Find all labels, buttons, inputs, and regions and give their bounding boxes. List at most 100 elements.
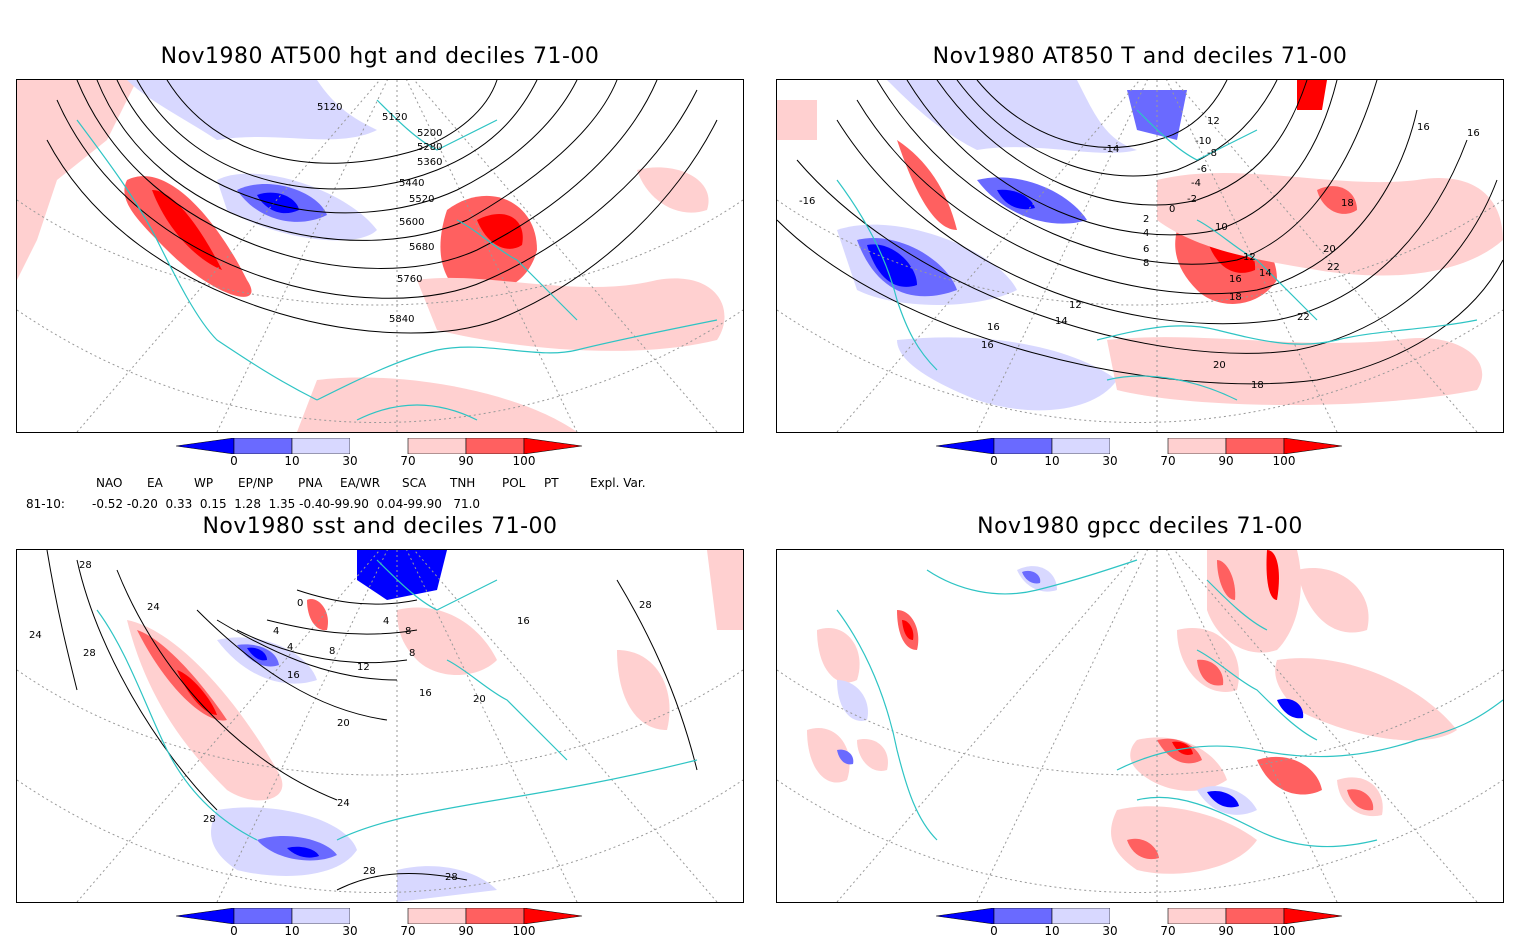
cbar-label: 90 <box>1218 924 1234 938</box>
index-header: WP <box>194 476 214 490</box>
sst-contours <box>46 550 698 891</box>
svg-text:5120: 5120 <box>317 102 342 113</box>
colorbar-hgt-svg <box>176 438 583 454</box>
colorbar-hgt: 0 10 30 70 90 100 <box>176 438 596 472</box>
svg-text:20: 20 <box>1213 360 1226 371</box>
svg-text:28: 28 <box>639 600 652 611</box>
contour-labels: 5120 5120 5200 5280 5360 5440 5520 5600 … <box>317 102 442 325</box>
svg-text:4: 4 <box>1143 228 1149 239</box>
svg-text:28: 28 <box>79 560 92 571</box>
cbar-label: 10 <box>1044 924 1060 938</box>
svg-text:2: 2 <box>1143 214 1149 225</box>
index-header: PNA <box>298 476 323 490</box>
panel-title-sst: Nov1980 sst and deciles 71-00 <box>202 514 558 539</box>
cbar-label: 90 <box>1218 454 1234 468</box>
cbar-label: 30 <box>342 924 358 938</box>
cbar-label: 10 <box>1044 454 1060 468</box>
temperature-contours <box>777 80 1503 385</box>
cbar-label: 10 <box>284 454 300 468</box>
colorbar-gpcc: 0 10 30 70 90 100 <box>936 908 1356 942</box>
cbar-label: 30 <box>1102 924 1118 938</box>
map-sst: 28 24 28 24 0 4 4 8 4 8 16 12 8 16 16 20… <box>16 549 744 903</box>
svg-text:16: 16 <box>1229 274 1242 285</box>
index-row-label: 81-10: <box>26 497 65 511</box>
coastlines <box>836 559 1503 848</box>
svg-text:5600: 5600 <box>399 217 424 228</box>
cbar-label: 10 <box>284 924 300 938</box>
svg-text:24: 24 <box>147 602 160 613</box>
index-header: PT <box>544 476 559 490</box>
svg-text:4: 4 <box>287 642 293 653</box>
cbar-label: 100 <box>512 454 536 468</box>
cbar-label: 0 <box>990 924 998 938</box>
svg-text:20: 20 <box>1323 244 1336 255</box>
svg-text:5760: 5760 <box>397 274 422 285</box>
svg-text:28: 28 <box>363 866 376 877</box>
svg-text:16: 16 <box>287 670 300 681</box>
svg-text:0: 0 <box>297 598 303 609</box>
map-gpcc <box>776 549 1504 903</box>
graticule <box>777 80 1503 432</box>
anomaly-fill <box>777 80 1503 411</box>
graticule <box>17 550 743 902</box>
svg-text:14: 14 <box>1259 268 1272 279</box>
map-hgt: 5120 5120 5200 5280 5360 5440 5520 5600 … <box>16 79 744 433</box>
map-t850-canvas: 16 -16 16 12 -10 -8 -6 -4 -2 0 -14 2 4 6… <box>777 80 1503 432</box>
svg-text:-4: -4 <box>1191 178 1201 189</box>
cbar-label: 30 <box>1102 454 1118 468</box>
svg-text:12: 12 <box>1069 300 1082 311</box>
svg-text:10: 10 <box>1215 222 1228 233</box>
svg-text:16: 16 <box>981 340 994 351</box>
svg-text:24: 24 <box>337 798 350 809</box>
cbar-label: 70 <box>1160 924 1176 938</box>
svg-text:-8: -8 <box>1207 148 1217 159</box>
cbar-label: 0 <box>230 924 238 938</box>
graticule <box>777 550 1503 902</box>
svg-text:8: 8 <box>405 626 411 637</box>
svg-text:-10: -10 <box>1195 136 1211 147</box>
cbar-label: 70 <box>1160 454 1176 468</box>
anomaly-fill <box>807 550 1457 874</box>
svg-text:18: 18 <box>1341 198 1354 209</box>
svg-text:16: 16 <box>419 688 432 699</box>
contour-labels: 16 -16 16 12 -10 -8 -6 -4 -2 0 -14 2 4 6… <box>799 116 1480 391</box>
index-header: TNH <box>450 476 476 490</box>
cbar-label: 70 <box>400 454 416 468</box>
svg-text:24: 24 <box>29 630 42 641</box>
svg-text:16: 16 <box>517 616 530 627</box>
index-header: POL <box>502 476 526 490</box>
coastlines <box>96 559 698 841</box>
svg-text:22: 22 <box>1297 312 1310 323</box>
svg-text:28: 28 <box>445 872 458 883</box>
colorbar-t850: 0 10 30 70 90 100 <box>936 438 1356 472</box>
svg-text:8: 8 <box>329 646 335 657</box>
svg-text:-6: -6 <box>1197 164 1207 175</box>
index-header: NAO <box>96 476 123 490</box>
colorbar-sst-svg <box>176 908 583 924</box>
index-header: EP/NP <box>238 476 274 490</box>
svg-text:14: 14 <box>1055 316 1068 327</box>
svg-text:16: 16 <box>987 322 1000 333</box>
index-header: EA/WR <box>340 476 381 490</box>
svg-text:5840: 5840 <box>389 314 414 325</box>
svg-text:22: 22 <box>1327 262 1340 273</box>
svg-text:0: 0 <box>1169 204 1175 215</box>
svg-text:5520: 5520 <box>409 194 434 205</box>
svg-text:5680: 5680 <box>409 242 434 253</box>
svg-text:5200: 5200 <box>417 128 442 139</box>
svg-text:5280: 5280 <box>417 142 442 153</box>
colorbar-gpcc-svg <box>936 908 1343 924</box>
cbar-label: 100 <box>1272 454 1296 468</box>
index-header: Expl. Var. <box>590 476 646 490</box>
svg-text:12: 12 <box>357 662 370 673</box>
anomaly-fill <box>17 80 725 432</box>
coastlines <box>836 109 1478 401</box>
cbar-label: 100 <box>512 924 536 938</box>
colorbar-sst: 0 10 30 70 90 100 <box>176 908 596 942</box>
map-gpcc-canvas <box>777 550 1503 902</box>
contour-labels: 28 24 28 24 0 4 4 8 4 8 16 12 8 16 16 20… <box>29 560 652 883</box>
index-values: -0.52 -0.20 0.33 0.15 1.28 1.35 -0.40-99… <box>92 497 481 511</box>
colorbar-t850-svg <box>936 438 1343 454</box>
svg-text:5120: 5120 <box>382 112 407 123</box>
svg-text:-2: -2 <box>1187 194 1197 205</box>
